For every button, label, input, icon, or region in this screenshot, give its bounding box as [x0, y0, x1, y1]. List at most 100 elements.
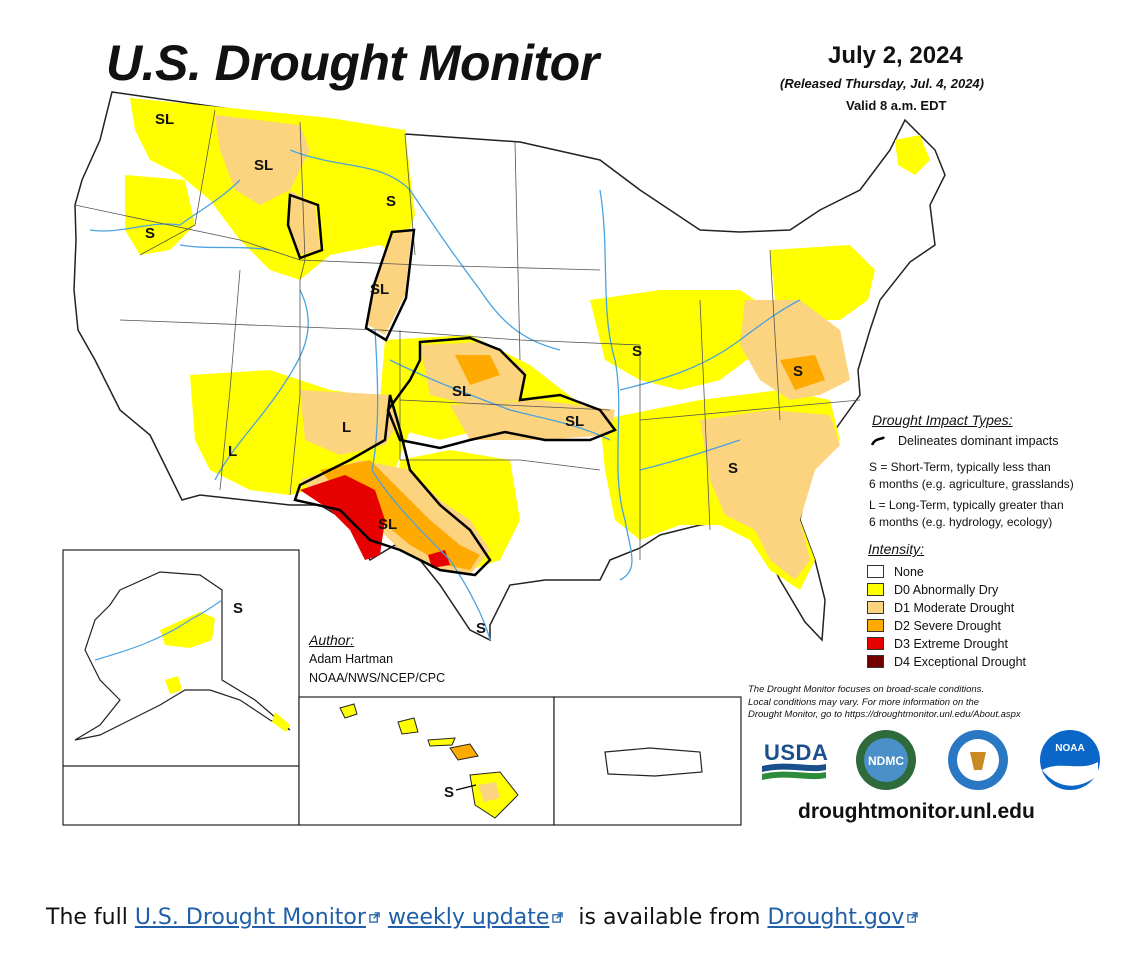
border-id-wa	[139, 109, 216, 256]
alaska-river	[94, 599, 223, 661]
impact-long-term: L = Long-Term, typically greater than 6 …	[869, 497, 1119, 531]
maui	[449, 743, 479, 761]
footer-prefix: The full	[46, 905, 135, 930]
link-drought-gov[interactable]: Drought.gov	[767, 905, 905, 930]
legend-swatch-d0	[867, 583, 884, 596]
legend-swatch-d3	[867, 637, 884, 650]
intensity-heading: Intensity:	[868, 541, 925, 557]
label-sl-ok: SL	[565, 413, 584, 430]
legend-row-d3: D3 Extreme Drought	[867, 635, 1008, 652]
label-s-va: S	[793, 363, 803, 380]
legend-label-d4: D4 Exceptional Drought	[894, 654, 1027, 669]
border-central-horizontal	[74, 204, 601, 271]
label-s-ak: S	[233, 600, 243, 617]
missouri-river	[289, 149, 561, 351]
external-link-icon	[907, 912, 919, 923]
d3-big-bend	[300, 475, 385, 560]
border-tx-ok	[400, 459, 601, 471]
ndmc-logo: NDMC	[856, 730, 916, 790]
disclaimer-line1: The Drought Monitor focuses on broad-sca…	[748, 684, 985, 695]
commerce-seal-icon	[948, 730, 1008, 790]
usda-logo: USDA	[764, 740, 829, 765]
disclaimer-line2: Local conditions may vary. For more info…	[748, 696, 980, 708]
legend-label-d2: D2 Severe Drought	[894, 618, 1002, 633]
map-title: U.S. Drought Monitor	[106, 35, 599, 91]
border-pa-va	[769, 249, 781, 421]
external-link-icon	[552, 912, 564, 923]
label-sl-tx: SL	[378, 516, 397, 533]
noaa-logo-text: NOAA	[1055, 743, 1084, 754]
label-s-tx-coast: S	[476, 620, 486, 637]
hawaii-label-pointer	[455, 784, 477, 791]
oahu	[397, 717, 419, 735]
d0-maine	[895, 135, 930, 175]
border-al-ga	[699, 299, 711, 531]
map-date: July 2, 2024	[828, 42, 963, 69]
legend-swatch-d2	[867, 619, 884, 632]
label-sl-ks: SL	[452, 383, 471, 400]
d2-kansas	[455, 355, 500, 385]
border-nv-ut-az	[219, 269, 241, 491]
d2-nc	[780, 355, 825, 390]
label-s-hi: S	[444, 784, 454, 801]
ndmc-logo-text: NDMC	[868, 754, 904, 768]
impact-short-term-line1: S = Short-Term, typically less than	[869, 460, 1051, 474]
drought-monitor-url[interactable]: droughtmonitor.unl.edu	[798, 800, 1035, 823]
mississippi-river	[599, 189, 633, 581]
usda-logo-stripes	[762, 763, 826, 780]
big-island-d1	[478, 782, 500, 802]
d1-wyoming-strip	[368, 230, 412, 335]
snake-river	[179, 244, 271, 251]
impact-delineates: Delineates dominant impacts	[898, 434, 1059, 448]
d0-ohio-valley	[590, 290, 770, 390]
release-date: (Released Thursday, Jul. 4, 2024)	[780, 76, 984, 91]
author-heading: Author:	[309, 632, 355, 648]
rio-grande	[371, 329, 491, 641]
border-mn-ia	[514, 141, 521, 361]
impact-long-term-line1: L = Long-Term, typically greater than	[869, 498, 1064, 512]
valid-time: Valid 8 a.m. EDT	[846, 98, 947, 113]
legend-swatch-d1	[867, 601, 884, 614]
delineation-symbol-icon	[870, 436, 886, 446]
impact-outline-southwest	[293, 394, 492, 577]
legend-row-d2: D2 Severe Drought	[867, 617, 1001, 634]
border-ok-ks	[399, 399, 611, 411]
d1-southwest	[300, 390, 400, 455]
label-s-wa: S	[145, 225, 155, 242]
link-weekly-update[interactable]: weekly update	[387, 905, 550, 930]
rivers	[89, 149, 801, 641]
alaska-d0-panhandle	[272, 712, 290, 732]
legend-swatch-d4	[867, 655, 884, 668]
legend-label-d1: D1 Moderate Drought	[894, 600, 1015, 615]
hawaii-inset	[298, 696, 555, 826]
impact-types-heading: Drought Impact Types:	[872, 412, 1013, 428]
footer-middle: is available from	[571, 905, 768, 930]
border-tn-nc	[639, 399, 861, 421]
label-s-il: S	[632, 343, 642, 360]
author-org: NOAA/NWS/NCEP/CPC	[309, 671, 446, 685]
alaska-d0-south	[165, 676, 182, 694]
puerto-rico-shape	[604, 747, 703, 777]
link-us-drought-monitor[interactable]: U.S. Drought Monitor	[134, 905, 366, 930]
author-name: Adam Hartman	[309, 652, 394, 666]
legend-label-none: None	[894, 564, 924, 579]
legend-label-d0: D0 Abnormally Dry	[894, 582, 999, 597]
legend-row-d1: D1 Moderate Drought	[867, 599, 1014, 616]
legend-label-d3: D3 Extreme Drought	[894, 636, 1008, 651]
border-35n	[119, 319, 641, 346]
legend-row-d4: D4 Exceptional Drought	[867, 653, 1026, 670]
columbia-river	[89, 179, 241, 232]
drought-map: SL SL S S SL SL SL L L SL S S S S S S ND…	[62, 91, 1100, 826]
alaska-shape	[74, 571, 291, 741]
alaska-d0	[160, 612, 215, 648]
hawaii-islands	[339, 703, 519, 819]
impact-outlines	[286, 193, 617, 577]
legend-row-d0: D0 Abnormally Dry	[867, 581, 998, 598]
label-sl-wy: SL	[370, 281, 389, 298]
label-s-ga: S	[728, 460, 738, 477]
state-borders	[74, 109, 861, 560]
impact-outline-idaho	[286, 193, 324, 260]
impact-short-term: S = Short-Term, typically less than 6 mo…	[869, 459, 1119, 493]
noaa-logo: NOAA	[1040, 730, 1100, 790]
label-l-az: L	[228, 443, 237, 460]
